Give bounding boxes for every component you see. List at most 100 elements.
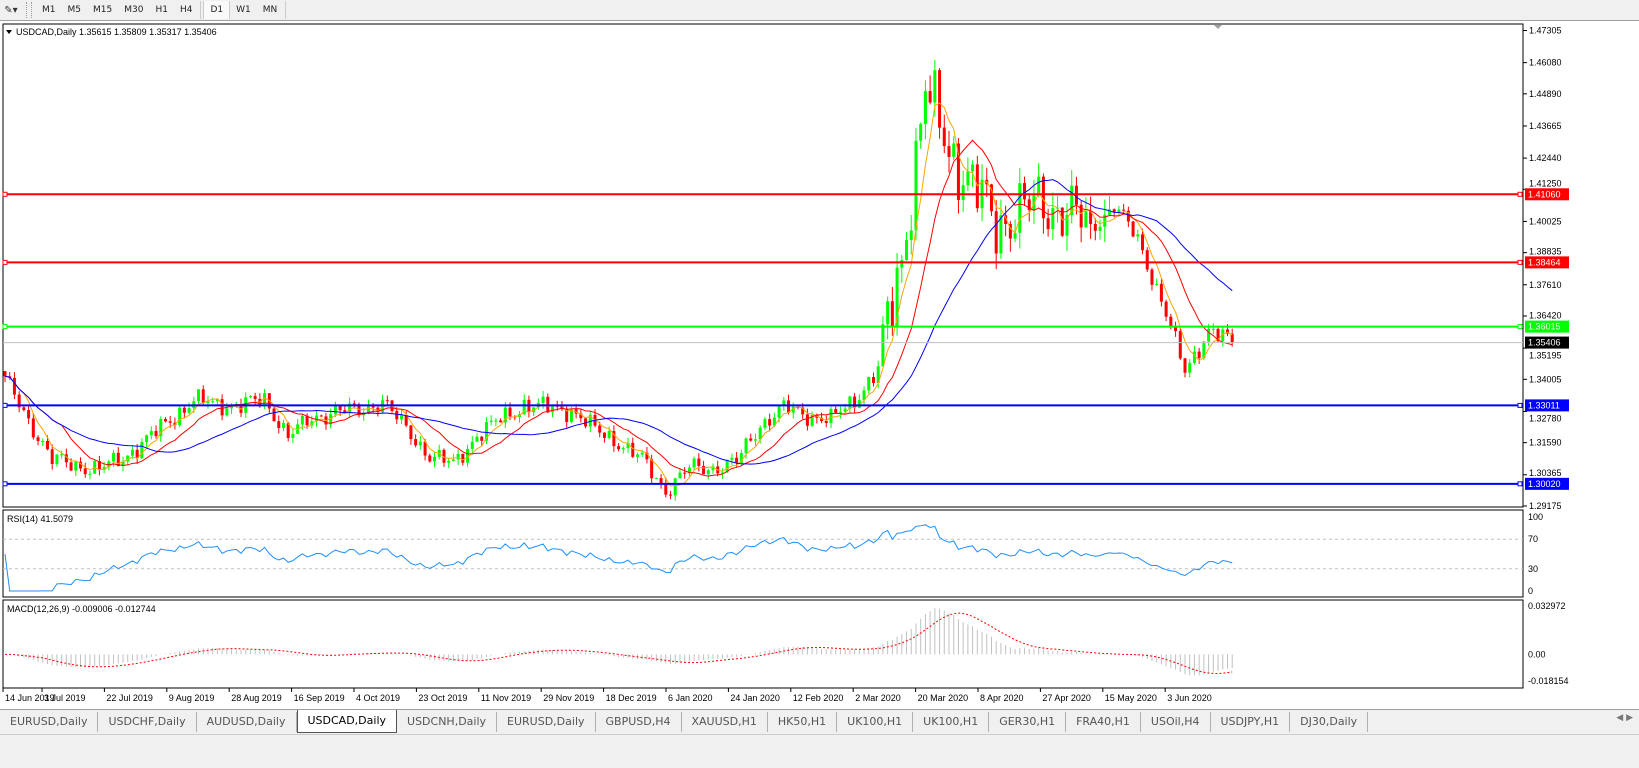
candle-body (909, 230, 913, 241)
candle-body (1178, 331, 1182, 359)
chart-tab[interactable]: EURUSD,Daily (0, 712, 99, 732)
level-anchor-handle[interactable] (1517, 324, 1523, 330)
candle-body (838, 411, 842, 413)
candle-body (1089, 211, 1093, 224)
candle-body (942, 127, 946, 147)
chart-tab[interactable]: UK100,H1 (913, 712, 990, 732)
candle-body (1169, 316, 1173, 328)
chart-tab[interactable]: AUDUSD,Daily (197, 712, 297, 732)
candle-body (1032, 194, 1036, 211)
date-axis-label: 15 May 2020 (1105, 693, 1157, 703)
candle-body (352, 403, 356, 405)
timeframe-w1-button[interactable]: W1 (236, 5, 251, 15)
chart-tab[interactable]: DJ30,Daily (1290, 712, 1369, 732)
level-anchor-handle[interactable] (1517, 191, 1523, 197)
candle-body (418, 441, 422, 446)
candle-body (112, 452, 116, 462)
level-price-tag (1525, 320, 1569, 333)
candle-body (338, 405, 342, 411)
candle-body (697, 458, 701, 466)
chart-tab[interactable]: HK50,H1 (768, 712, 838, 732)
level-price-tag (1525, 477, 1569, 490)
candle-body (787, 400, 791, 413)
candle-body (829, 408, 833, 424)
candle-body (470, 441, 474, 449)
date-axis-label: 4 Oct 2019 (356, 693, 400, 703)
date-axis-label: 12 Feb 2020 (793, 693, 844, 703)
candle-body (522, 399, 526, 415)
chart-tab[interactable]: FRA40,H1 (1066, 712, 1141, 732)
candle-body (725, 459, 729, 473)
date-axis-label: 16 Sep 2019 (294, 693, 345, 703)
candle-body (1051, 208, 1055, 230)
level-anchor-handle[interactable] (1517, 402, 1523, 408)
chart-tab[interactable]: USDCHF,Daily (98, 712, 197, 732)
candle-body (664, 483, 668, 495)
candle-body (88, 473, 92, 475)
timeframe-m15-button[interactable]: M15 (93, 5, 113, 15)
chart-tab[interactable]: EURUSD,Daily (497, 712, 596, 732)
chart-tab[interactable]: GBPUSD,H4 (596, 712, 682, 732)
candle-body (768, 419, 772, 426)
candle-body (820, 417, 824, 421)
candle-body (900, 260, 904, 268)
candle-body (36, 437, 40, 442)
chart-tab[interactable]: UK100,H1 (837, 712, 914, 732)
timeframe-h4-button[interactable]: H4 (179, 5, 193, 15)
candle-body (291, 433, 295, 438)
chart-window[interactable]: 1.47305 1.46080 1.44890 1.43665 1.42440 1.412… (0, 0, 1639, 709)
candle-body (1211, 328, 1215, 330)
chart-tab[interactable]: XAUUSD,H1 (682, 712, 768, 732)
tab-scroll-arrows[interactable]: ◀ ▶ (1616, 713, 1633, 723)
timeframe-d1-button[interactable]: D1 (203, 1, 231, 19)
candle-body (197, 389, 201, 402)
level-anchor-handle[interactable] (1517, 481, 1523, 487)
candle-body (1037, 176, 1041, 195)
candle-body (895, 267, 899, 327)
chart-tab[interactable]: GER30,H1 (989, 712, 1067, 732)
timeframe-h1-button[interactable]: H1 (155, 5, 168, 15)
chart-menu-triangle-icon (6, 30, 12, 34)
chart-header-info: USDCAD,Daily 1.35615 1.35809 1.35317 1.3… (16, 27, 217, 37)
candle-body (650, 459, 654, 479)
chart-tab[interactable]: USDCNH,Daily (397, 712, 498, 732)
chart-tab[interactable]: USDJPY,H1 (1211, 712, 1291, 732)
candle-body (300, 415, 304, 425)
candle-body (730, 457, 734, 460)
timeframe-mn-button[interactable]: MN (262, 5, 278, 15)
candle-body (1079, 204, 1083, 228)
candle-body (1093, 223, 1097, 231)
date-axis-label: 8 Apr 2020 (980, 693, 1024, 703)
candle-body (1126, 210, 1130, 222)
candle-body (673, 478, 677, 496)
candle-body (17, 394, 21, 408)
candle-body (805, 414, 809, 426)
candle-body (1013, 232, 1017, 239)
candle-body (248, 396, 252, 398)
chart-tab[interactable]: USOil,H4 (1141, 712, 1211, 732)
candle-body (824, 420, 828, 424)
candle-body (447, 460, 451, 463)
candle-body (565, 408, 569, 422)
candle-body (791, 406, 795, 413)
timeframe-m1-button[interactable]: M1 (42, 5, 56, 15)
candle-body (853, 396, 857, 408)
candle-body (1023, 183, 1027, 200)
candle-body (343, 410, 347, 414)
chart-shift-marker-icon (1214, 25, 1222, 29)
date-axis-label: 11 Nov 2019 (481, 693, 531, 703)
chart-tab[interactable]: USDCAD,Daily (296, 710, 398, 733)
drawing-tools-icon[interactable]: ✎▾ (4, 4, 18, 16)
level-anchor-handle[interactable] (1517, 259, 1523, 265)
candle-body (706, 470, 710, 475)
candle-body (678, 472, 682, 479)
timeframe-m5-button[interactable]: M5 (67, 5, 82, 15)
timeframe-m30-button[interactable]: M30 (124, 5, 144, 15)
candle-body (886, 301, 890, 325)
macd-pane (2, 599, 1524, 689)
candle-body (551, 405, 555, 413)
toolbar-grip[interactable] (26, 2, 32, 18)
candle-body (635, 454, 639, 457)
candle-body (1117, 209, 1121, 212)
candle-body (1084, 211, 1088, 228)
